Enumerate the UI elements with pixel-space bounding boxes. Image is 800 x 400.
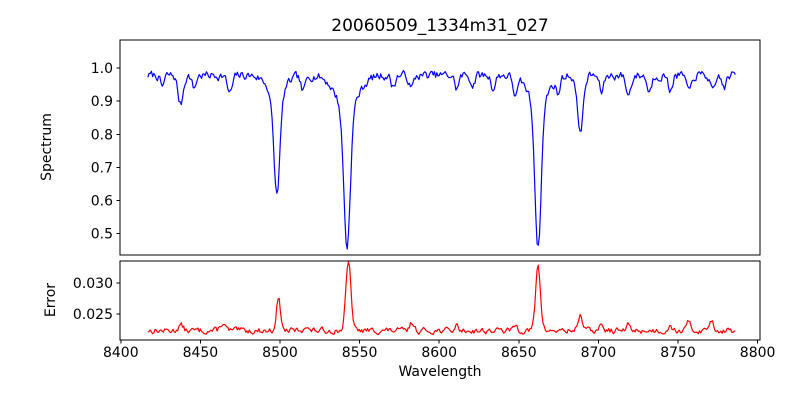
spectrum-y-tick-label: 0.9 (91, 94, 113, 110)
spectrum-y-tick-label: 0.6 (91, 193, 113, 209)
error-y-axis-label: Error (43, 282, 59, 318)
error-y-tick-label: 0.025 (73, 307, 113, 323)
spectrum-y-tick-label: 0.8 (91, 127, 113, 143)
chart-title: 20060509_1334m31_027 (331, 16, 549, 36)
spectrum-y-tick-label: 0.7 (91, 160, 113, 176)
spectrum-y-tick-label: 1.0 (91, 61, 113, 77)
x-tick-label: 8550 (342, 345, 378, 361)
error-line (147, 261, 736, 336)
x-tick-label: 8500 (262, 345, 298, 361)
error-y-tick-label: 0.030 (73, 276, 113, 292)
x-tick-label: 8700 (581, 345, 617, 361)
spectrum-axes-frame (119, 39, 761, 256)
x-tick-label: 8800 (740, 345, 776, 361)
x-tick-label: 8400 (103, 345, 139, 361)
spectrum-y-tick-label: 0.5 (91, 227, 113, 243)
spectrum-y-axis-label: Spectrum (39, 113, 55, 181)
x-tick-label: 8600 (421, 345, 457, 361)
x-tick-label: 8450 (183, 345, 219, 361)
x-tick-label: 8650 (501, 345, 537, 361)
error-axes-frame (119, 260, 761, 341)
x-axis-label: Wavelength (398, 364, 482, 380)
x-tick-label: 8750 (660, 345, 696, 361)
spectrum-line (147, 69, 736, 250)
